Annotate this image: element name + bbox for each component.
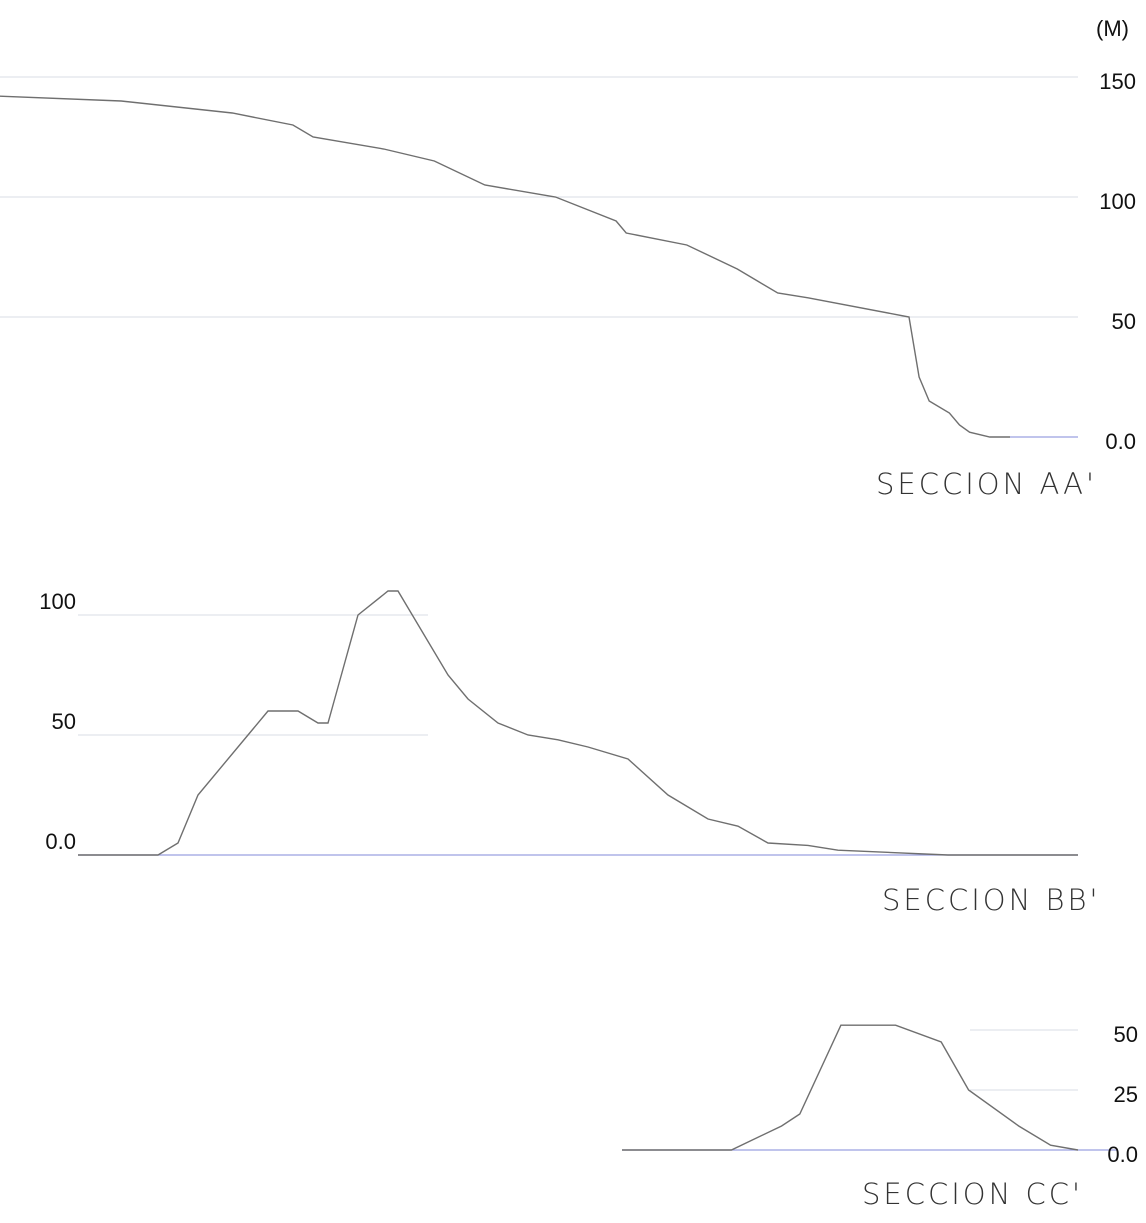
- aa-tick-label: 100: [1099, 189, 1136, 214]
- bb-tick-label: 100: [39, 589, 76, 614]
- bb-profile-line: [78, 590, 1078, 856]
- section-aa-chart: 150 100 50 0.0: [0, 69, 1136, 454]
- aa-tick-label: 0.0: [1105, 429, 1136, 454]
- bb-tick-label: 0.0: [45, 829, 76, 854]
- aa-tick-label: 50: [1112, 309, 1136, 334]
- cc-tick-label: 25: [1114, 1082, 1138, 1107]
- cc-tick-label: 0.0: [1107, 1142, 1138, 1167]
- section-bb-title: SECCION BB': [882, 883, 1100, 917]
- unit-label: (M): [1096, 16, 1129, 41]
- bb-tick-label: 50: [52, 709, 76, 734]
- section-cc-chart: 50 25 0.0: [622, 1022, 1138, 1167]
- section-bb-chart: 100 50 0.0: [39, 589, 1078, 856]
- cc-profile-line: [622, 1024, 1079, 1151]
- aa-tick-label: 150: [1099, 69, 1136, 94]
- aa-profile-line: [0, 95, 1010, 438]
- cc-tick-label: 50: [1114, 1022, 1138, 1047]
- section-aa-title: SECCION AA': [876, 467, 1097, 501]
- section-cc-title: SECCION CC': [862, 1177, 1083, 1211]
